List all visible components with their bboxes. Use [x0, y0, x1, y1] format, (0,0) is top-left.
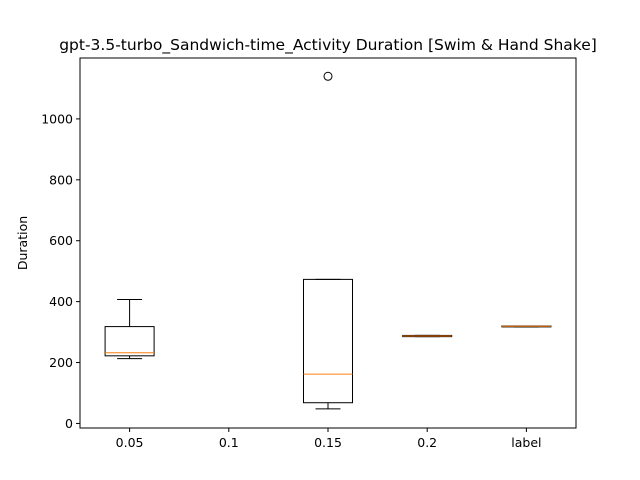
y-tick-label: 800 — [49, 172, 73, 187]
y-tick-label: 400 — [49, 294, 73, 309]
y-tick-label: 1000 — [41, 111, 73, 126]
x-tick-label: 0.15 — [314, 435, 342, 450]
box-0.2 — [402, 334, 453, 338]
x-tick-label: label — [511, 435, 541, 450]
x-axis: 0.05 0.1 0.15 0.2 label — [116, 428, 542, 450]
box-iqr — [104, 326, 155, 357]
box-iqr — [303, 278, 353, 404]
x-tick-label: 0.2 — [417, 435, 437, 450]
x-tick-label: 0.1 — [219, 435, 239, 450]
outlier-point — [323, 71, 333, 81]
box-label — [501, 325, 552, 328]
chart-title: gpt-3.5-turbo_Sandwich-time_Activity Dur… — [59, 36, 597, 55]
plot-area-frame — [79, 57, 577, 429]
y-tick-label: 600 — [49, 233, 73, 248]
box-0.15 — [303, 71, 353, 410]
y-tick-label: 200 — [49, 355, 73, 370]
box-0.05 — [104, 298, 155, 360]
boxes-group — [104, 71, 552, 410]
y-axis-label: Duration — [15, 216, 30, 270]
y-tick-label: 0 — [65, 416, 73, 431]
x-tick-label: 0.05 — [116, 435, 144, 450]
y-axis: 0 200 400 600 800 1000 — [41, 111, 80, 431]
